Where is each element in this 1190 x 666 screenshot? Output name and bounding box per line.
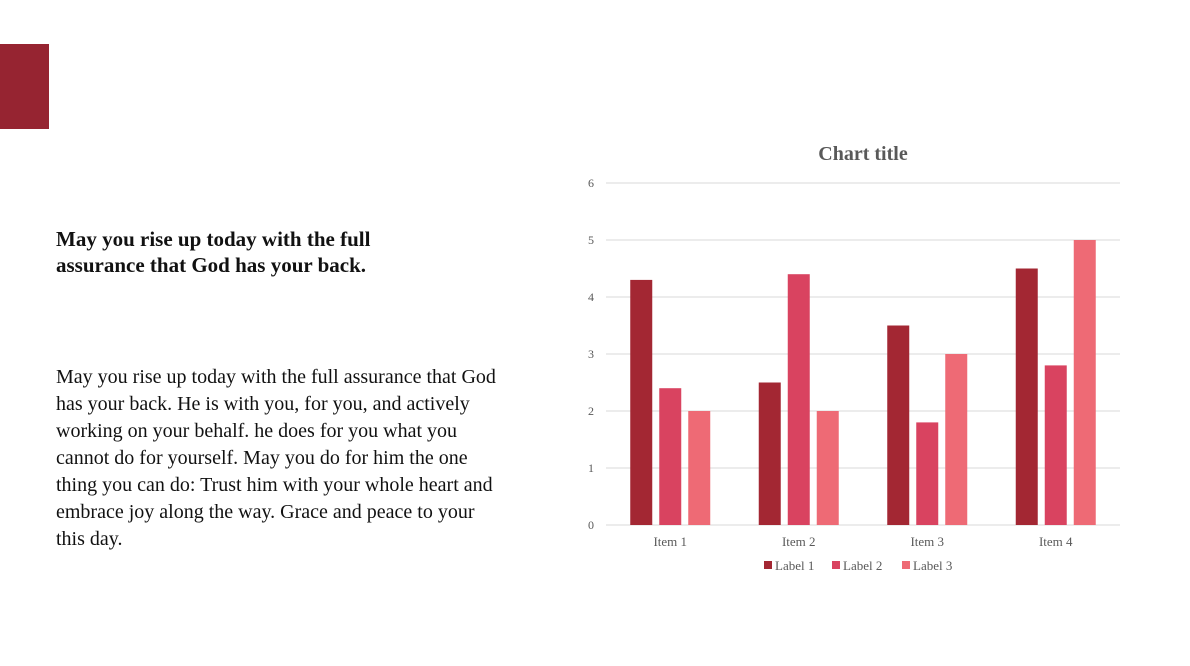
bar-3-2: [816, 411, 839, 525]
y-tick-label: 1: [588, 461, 594, 475]
x-tick-label: Item 3: [910, 534, 944, 549]
bar-1-4: [1015, 268, 1038, 525]
legend-swatch: [764, 561, 772, 569]
y-tick-label: 4: [588, 290, 594, 304]
bar-chart: Chart title 0 1 2 3 4 5 6 Item 1 Item 2 Item 3 Item…: [560, 130, 1160, 590]
y-tick-label: 0: [588, 518, 594, 532]
chart-canvas: Chart title 0 1 2 3 4 5 6 Item 1 Item 2 Item 3 Item…: [588, 143, 1120, 573]
legend-label: Label 3: [913, 558, 952, 573]
slide-body-text: May you rise up today with the full assu…: [56, 366, 496, 550]
bar-1-1: [630, 279, 653, 525]
bar-1-2: [758, 382, 781, 525]
x-tick-label: Item 1: [653, 534, 687, 549]
x-tick-label: Item 2: [782, 534, 816, 549]
bar-1-3: [887, 325, 910, 525]
y-tick-label: 6: [588, 176, 594, 190]
bar-2-4: [1044, 365, 1067, 525]
bar-3-4: [1073, 240, 1096, 525]
accent-block: [0, 44, 49, 129]
bar-2-2: [787, 274, 810, 525]
y-tick-label: 3: [588, 347, 594, 361]
bar-3-1: [688, 411, 711, 525]
slide-heading: May you rise up today with the full assu…: [56, 227, 371, 277]
chart-title: Chart title: [818, 143, 908, 165]
y-tick-label: 5: [588, 233, 594, 247]
legend-label: Label 1: [775, 558, 814, 573]
bar-2-3: [916, 422, 939, 525]
y-tick-label: 2: [588, 404, 594, 418]
bar-3-3: [945, 354, 968, 525]
bar-2-1: [659, 388, 682, 525]
legend-label: Label 2: [843, 558, 882, 573]
legend-swatch: [902, 561, 910, 569]
legend-swatch: [832, 561, 840, 569]
x-tick-label: Item 4: [1039, 534, 1073, 549]
